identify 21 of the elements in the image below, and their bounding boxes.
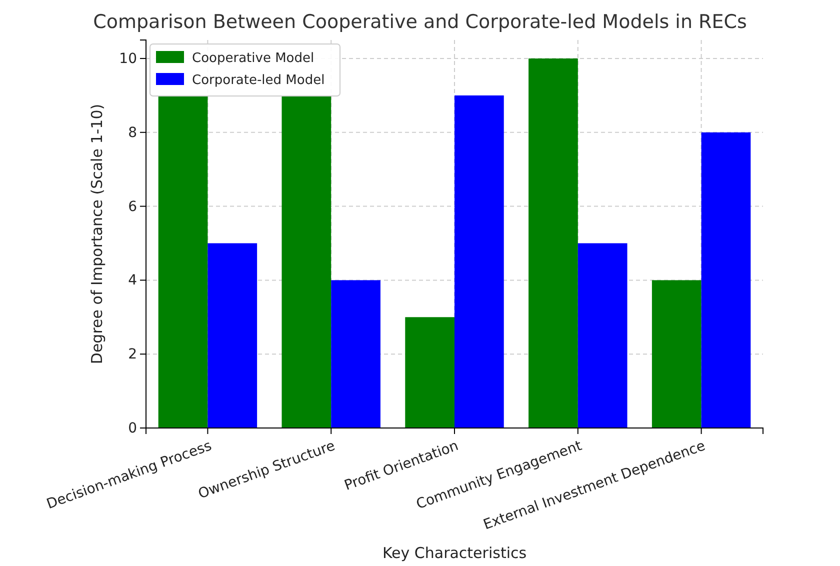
- chart-title: Comparison Between Cooperative and Corporate-led Models in RECs: [93, 11, 747, 33]
- bar: [528, 58, 578, 428]
- y-axis-title: Degree of Importance (Scale 1-10): [88, 104, 106, 364]
- bar: [158, 95, 208, 428]
- y-tick-label: 10: [119, 50, 137, 67]
- y-tick-label: 2: [128, 346, 137, 363]
- bar: [208, 243, 258, 428]
- y-tick-label: 8: [128, 124, 137, 141]
- bar: [331, 280, 380, 428]
- y-tick-label: 6: [128, 198, 138, 215]
- bar: [701, 132, 751, 428]
- y-tick-label: 0: [128, 420, 137, 436]
- bar: [405, 317, 454, 428]
- bar: [454, 95, 504, 428]
- bar: [578, 243, 628, 428]
- x-axis-title: Key Characteristics: [382, 544, 527, 562]
- y-tick-label: 4: [128, 272, 138, 289]
- bar: [282, 95, 332, 428]
- legend-label: Cooperative Model: [192, 51, 314, 66]
- bar: [652, 280, 702, 428]
- legend-label: Corporate-led Model: [192, 73, 325, 88]
